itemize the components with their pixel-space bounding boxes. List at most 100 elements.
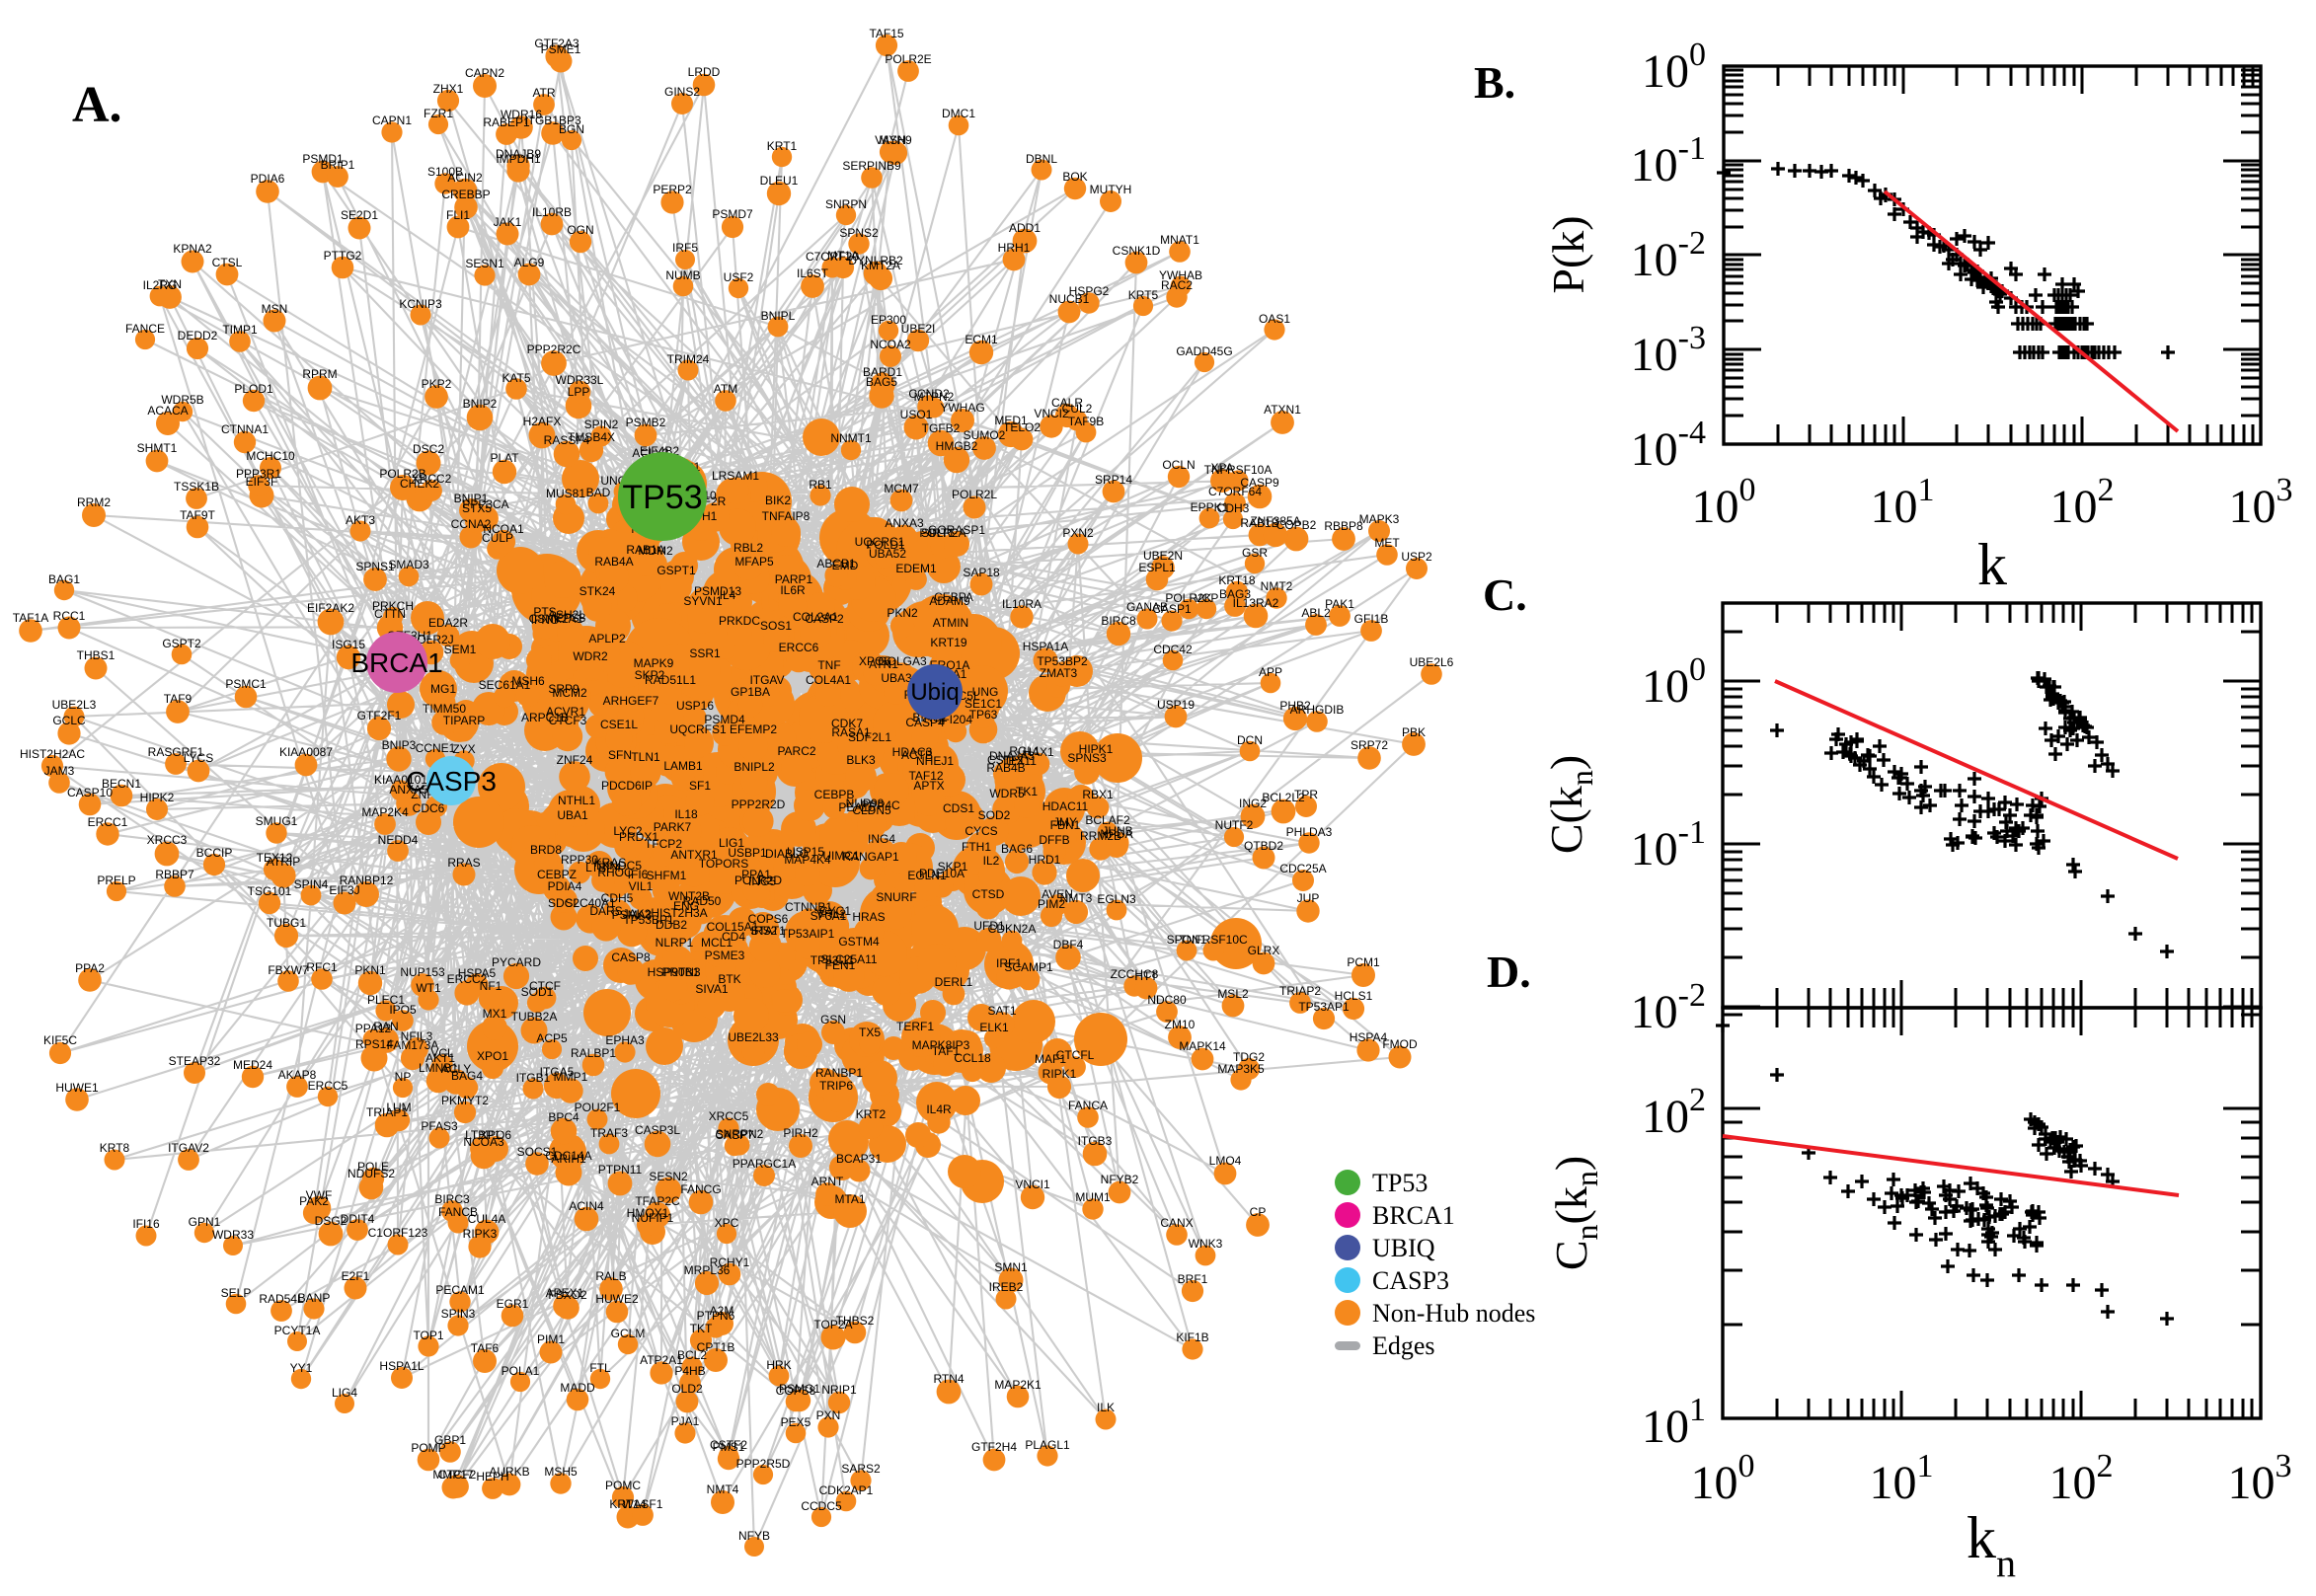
svg-text:UQCRFS1: UQCRFS1 xyxy=(669,722,727,736)
svg-text:PJA1: PJA1 xyxy=(671,1414,700,1428)
svg-text:CASP8: CASP8 xyxy=(611,950,651,964)
svg-text:MNAT1: MNAT1 xyxy=(1160,233,1199,247)
svg-text:GLRX: GLRX xyxy=(1248,944,1280,957)
svg-text:PARK7: PARK7 xyxy=(654,820,692,834)
svg-text:LTBP1: LTBP1 xyxy=(465,1128,501,1142)
svg-text:PDIA6: PDIA6 xyxy=(251,172,285,186)
svg-text:BNIP2: BNIP2 xyxy=(463,397,498,411)
svg-text:NMT2: NMT2 xyxy=(1261,579,1293,593)
svg-text:ITGAV: ITGAV xyxy=(749,673,784,687)
svg-text:SKP1: SKP1 xyxy=(938,860,968,874)
svg-text:POMP: POMP xyxy=(411,1441,445,1455)
svg-text:CDKN2A: CDKN2A xyxy=(988,922,1037,936)
svg-text:KRT2: KRT2 xyxy=(856,1107,887,1121)
svg-text:MCM7: MCM7 xyxy=(884,482,919,495)
svg-text:PKMYT2: PKMYT2 xyxy=(441,1094,489,1107)
svg-text:KIAA0087: KIAA0087 xyxy=(279,745,333,759)
svg-text:STAT1: STAT1 xyxy=(750,924,786,938)
svg-text:SPNS3: SPNS3 xyxy=(1067,751,1107,765)
svg-text:PLOD1: PLOD1 xyxy=(234,382,273,396)
svg-text:SMN1: SMN1 xyxy=(994,1260,1028,1274)
svg-text:GSPT2: GSPT2 xyxy=(162,637,201,650)
svg-text:A2M: A2M xyxy=(710,1304,734,1318)
svg-text:CCND2: CCND2 xyxy=(908,387,950,401)
svg-text:MAPK14: MAPK14 xyxy=(1179,1039,1226,1053)
svg-text:NRIP1: NRIP1 xyxy=(821,1383,857,1397)
svg-text:PLAGL1: PLAGL1 xyxy=(1025,1438,1070,1452)
svg-text:NMT4: NMT4 xyxy=(707,1482,739,1496)
svg-text:BIK2: BIK2 xyxy=(765,494,791,507)
svg-text:QTBD2: QTBD2 xyxy=(1244,839,1283,853)
svg-text:MAPK9: MAPK9 xyxy=(634,656,674,670)
svg-text:CPT1B: CPT1B xyxy=(697,1340,735,1354)
svg-text:TP53: TP53 xyxy=(1372,1169,1428,1197)
svg-text:RASA1: RASA1 xyxy=(831,725,871,739)
svg-text:CD4: CD4 xyxy=(722,930,745,944)
svg-text:POLR2A: POLR2A xyxy=(919,526,965,540)
svg-text:ELK1: ELK1 xyxy=(979,1021,1009,1034)
svg-text:CSNK1D: CSNK1D xyxy=(1113,244,1161,258)
svg-text:SPON1: SPON1 xyxy=(1167,933,1207,947)
svg-text:EGLN3: EGLN3 xyxy=(1097,892,1136,906)
svg-text:VWF: VWF xyxy=(306,1188,333,1202)
svg-text:IL2: IL2 xyxy=(983,854,1000,868)
svg-text:TP53: TP53 xyxy=(622,479,702,516)
svg-text:DBNL: DBNL xyxy=(1026,152,1057,166)
svg-text:ZM10: ZM10 xyxy=(1165,1018,1196,1031)
svg-text:RASGRF1: RASGRF1 xyxy=(148,745,204,759)
svg-text:YY1: YY1 xyxy=(290,1361,313,1375)
svg-text:MED1: MED1 xyxy=(994,414,1028,427)
svg-text:ESPL1: ESPL1 xyxy=(1138,561,1176,574)
svg-text:SIVA1: SIVA1 xyxy=(695,982,728,996)
svg-text:MSH6: MSH6 xyxy=(511,674,545,688)
svg-text:EP300: EP300 xyxy=(871,313,906,327)
svg-text:NP: NP xyxy=(395,1070,412,1084)
svg-text:PBK: PBK xyxy=(1402,725,1426,739)
svg-text:F2R: F2R xyxy=(704,494,727,508)
svg-text:VASN: VASN xyxy=(875,133,906,147)
svg-text:CASP3L: CASP3L xyxy=(635,1123,680,1137)
svg-text:NCOA1: NCOA1 xyxy=(483,522,524,536)
svg-text:BECN1: BECN1 xyxy=(102,777,141,791)
svg-text:BCL2L2: BCL2L2 xyxy=(1262,791,1305,804)
svg-text:MTA1: MTA1 xyxy=(834,1192,865,1206)
svg-text:CDC6: CDC6 xyxy=(413,801,445,815)
svg-text:RCHY1: RCHY1 xyxy=(710,1255,750,1269)
svg-text:CSNK2A1: CSNK2A1 xyxy=(529,612,583,626)
svg-text:YWHAG: YWHAG xyxy=(940,401,984,415)
svg-text:HMOX1: HMOX1 xyxy=(627,1206,669,1220)
svg-text:CHEK2: CHEK2 xyxy=(400,477,439,491)
svg-text:PMS1: PMS1 xyxy=(713,1440,745,1454)
svg-text:HRK: HRK xyxy=(766,1358,791,1372)
svg-text:RAB4B: RAB4B xyxy=(986,761,1025,775)
svg-text:POLR2K: POLR2K xyxy=(1165,591,1211,605)
svg-text:HTT: HTT xyxy=(1134,969,1158,983)
svg-text:CDC25A: CDC25A xyxy=(1279,862,1326,875)
svg-text:TAF9T: TAF9T xyxy=(180,508,215,522)
svg-text:ATMIN: ATMIN xyxy=(933,616,968,630)
svg-text:RIPK3: RIPK3 xyxy=(463,1227,498,1241)
svg-text:CTNNA1: CTNNA1 xyxy=(221,422,269,436)
svg-text:PIM2: PIM2 xyxy=(1038,897,1065,911)
svg-text:HSPA1A: HSPA1A xyxy=(1023,640,1068,653)
svg-text:TSG101: TSG101 xyxy=(248,884,292,898)
svg-text:UBA52: UBA52 xyxy=(869,547,906,561)
svg-text:NPDA: NPDA xyxy=(1100,827,1132,841)
svg-text:IPO5: IPO5 xyxy=(389,1003,417,1017)
svg-text:PPA12: PPA12 xyxy=(355,1022,392,1035)
svg-text:OGN: OGN xyxy=(567,223,593,237)
svg-text:ZNF24: ZNF24 xyxy=(557,753,593,767)
svg-text:ATR: ATR xyxy=(532,86,555,100)
svg-text:RABEP1: RABEP1 xyxy=(483,115,530,129)
svg-text:SOD1: SOD1 xyxy=(521,985,554,999)
svg-text:ANTXR1: ANTXR1 xyxy=(670,848,718,862)
svg-text:ITGB3: ITGB3 xyxy=(1078,1134,1113,1148)
svg-text:EDA2R: EDA2R xyxy=(428,616,468,630)
svg-text:ACTB: ACTB xyxy=(901,748,933,762)
svg-text:IL4: IL4 xyxy=(720,588,736,602)
svg-text:IREB2: IREB2 xyxy=(989,1280,1024,1294)
svg-text:CTCFL: CTCFL xyxy=(1056,1048,1095,1062)
svg-text:LUM: LUM xyxy=(386,1101,411,1114)
svg-text:EPHA3: EPHA3 xyxy=(605,1033,645,1047)
svg-text:ANXA3: ANXA3 xyxy=(885,516,924,530)
